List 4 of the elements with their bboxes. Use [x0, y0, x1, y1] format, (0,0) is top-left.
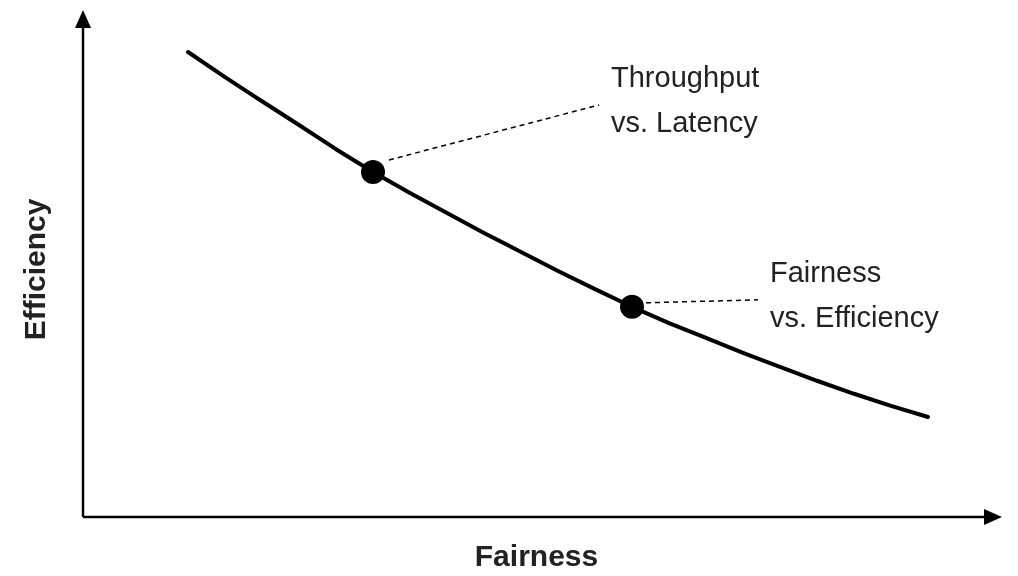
x-axis-title: Fairness — [474, 539, 599, 572]
annotation: Throughput vs. Latency — [611, 60, 760, 138]
annotation: Fairness vs. Efficiency — [770, 255, 940, 333]
y-axis-title: Efficiency — [18, 198, 51, 341]
